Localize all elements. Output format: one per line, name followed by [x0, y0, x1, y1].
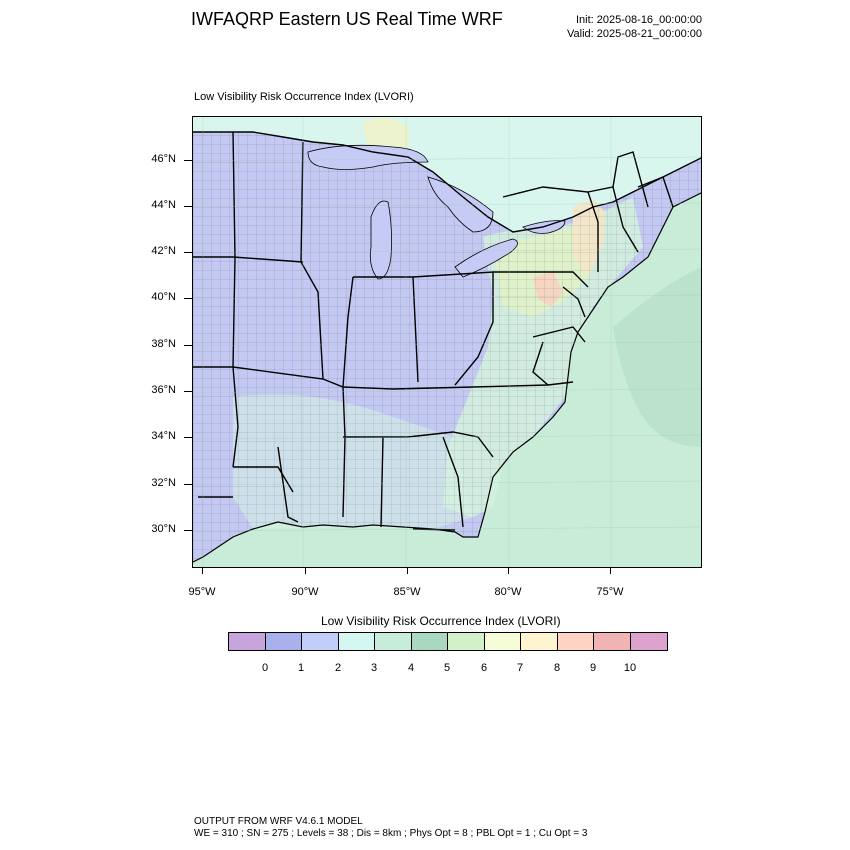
lat-label-46: 46°N	[151, 153, 176, 165]
colorbar-label: 2	[334, 662, 342, 674]
colorbar-box	[302, 633, 339, 650]
lon-label-80: 80°W	[494, 586, 522, 598]
canada-us-border	[193, 131, 701, 233]
lat-label-32: 32°N	[151, 477, 176, 489]
lon-tick	[305, 568, 306, 574]
colorbar-label: 5	[443, 662, 451, 674]
lat-tick	[184, 530, 192, 531]
lake-superior	[307, 144, 429, 170]
lat-tick	[184, 391, 192, 392]
graticule	[193, 117, 701, 567]
lon-tick	[508, 568, 509, 574]
great-lakes	[307, 144, 566, 280]
lon-label-90: 90°W	[291, 586, 319, 598]
model-config: WE = 310 ; SN = 275 ; Levels = 38 ; Dis …	[194, 828, 588, 839]
lon-label-85: 85°W	[393, 586, 421, 598]
lat-label-42: 42°N	[151, 245, 176, 257]
lat-label-36: 36°N	[151, 384, 176, 396]
colorbar-label: 4	[407, 662, 415, 674]
coastline	[193, 192, 701, 563]
colorbar-label: 3	[370, 662, 378, 674]
lat-tick	[184, 252, 192, 253]
lon-tick	[610, 568, 611, 574]
lake-huron	[427, 176, 494, 233]
colorbar-label: 10	[623, 662, 637, 674]
colorbar-label: 6	[480, 662, 488, 674]
lat-tick	[184, 437, 192, 438]
valid-time: Valid: 2025-08-21_00:00:00	[567, 28, 702, 40]
model-footer: OUTPUT FROM WRF V4.6.1 MODEL WE = 310 ; …	[194, 816, 587, 840]
ocean-deep-area	[613, 267, 701, 447]
lat-label-38: 38°N	[151, 338, 176, 350]
lat-tick	[184, 160, 192, 161]
lon-label-95: 95°W	[188, 586, 216, 598]
init-time: Init: 2025-08-16_00:00:00	[576, 14, 702, 26]
map-panel	[192, 116, 702, 568]
map-subtitle: Low Visibility Risk Occurrence Index (LV…	[194, 91, 414, 103]
lat-label-40: 40°N	[151, 291, 176, 303]
lon-label-75: 75°W	[596, 586, 624, 598]
lat-tick	[184, 298, 192, 299]
colorbar-label: 1	[297, 662, 305, 674]
time-info: Init: 2025-08-16_00:00:00 Valid: 2025-08…	[567, 13, 702, 41]
colorbar-label: 7	[516, 662, 524, 674]
county-boundaries	[193, 132, 701, 562]
lon-tick	[407, 568, 408, 574]
colorbar-box	[521, 633, 558, 650]
colorbar-label: 0	[261, 662, 269, 674]
colorbar-box	[375, 633, 412, 650]
colorbar-box	[229, 633, 266, 650]
colorbar-box	[265, 633, 302, 650]
map-svg	[193, 117, 701, 567]
colorbar	[228, 632, 668, 651]
lat-label-30: 30°N	[151, 523, 176, 535]
canada-area	[193, 117, 701, 232]
colorbar-box	[448, 633, 485, 650]
lat-tick	[184, 345, 192, 346]
colorbar-box	[411, 633, 448, 650]
colorbar-box	[630, 633, 667, 650]
lat-tick	[184, 484, 192, 485]
plot-title: IWFAQRP Eastern US Real Time WRF	[191, 9, 503, 29]
colorbar-title: Low Visibility Risk Occurrence Index (LV…	[321, 614, 561, 628]
colorbar-box	[338, 633, 375, 650]
colorbar-label: 9	[589, 662, 597, 674]
lat-label-44: 44°N	[151, 199, 176, 211]
lat-tick	[184, 206, 192, 207]
colorbar-box	[484, 633, 521, 650]
lake-michigan	[369, 200, 392, 280]
model-name: OUTPUT FROM WRF V4.6.1 MODEL	[194, 816, 363, 827]
lat-label-34: 34°N	[151, 430, 176, 442]
colorbar-box	[557, 633, 594, 650]
lon-tick	[202, 568, 203, 574]
colorbar-box	[594, 633, 631, 650]
colorbar-label: 8	[553, 662, 561, 674]
